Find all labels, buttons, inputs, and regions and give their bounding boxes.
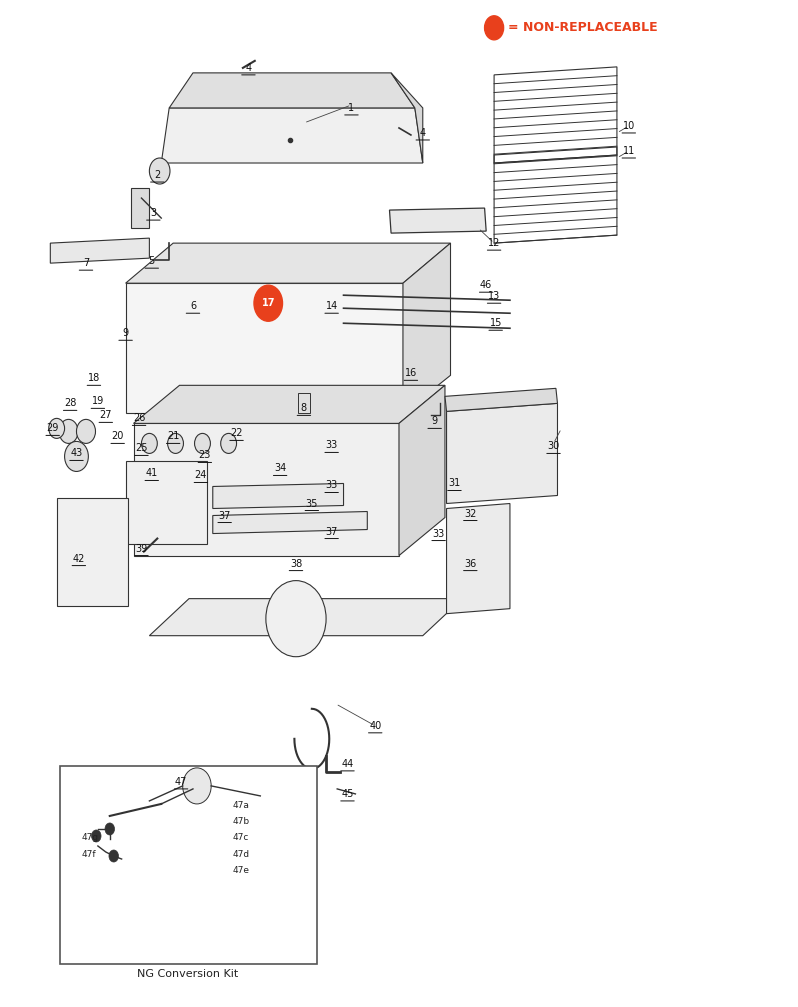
- Text: 35: 35: [306, 498, 318, 509]
- Polygon shape: [445, 389, 558, 412]
- Circle shape: [221, 433, 236, 453]
- Text: 23: 23: [199, 450, 211, 460]
- Text: 24: 24: [195, 470, 207, 480]
- Polygon shape: [169, 73, 415, 108]
- Text: 12: 12: [488, 238, 500, 248]
- Text: 9: 9: [432, 416, 438, 426]
- Text: 11: 11: [622, 146, 635, 156]
- Text: 45: 45: [342, 788, 354, 799]
- Text: 8: 8: [301, 404, 307, 413]
- Text: NG Conversion Kit: NG Conversion Kit: [136, 969, 238, 979]
- Circle shape: [49, 418, 65, 438]
- Circle shape: [484, 16, 504, 40]
- Text: 37: 37: [219, 511, 231, 521]
- Text: 47e: 47e: [232, 866, 250, 874]
- Polygon shape: [131, 188, 149, 229]
- Polygon shape: [447, 404, 558, 504]
- Polygon shape: [391, 73, 423, 163]
- Polygon shape: [161, 108, 423, 163]
- Circle shape: [77, 419, 96, 443]
- Text: 46: 46: [480, 280, 492, 290]
- Text: 28: 28: [64, 399, 77, 409]
- Text: 5: 5: [148, 256, 155, 266]
- Text: 33: 33: [326, 480, 338, 490]
- Text: 47b: 47b: [232, 818, 250, 827]
- Text: 15: 15: [489, 318, 502, 328]
- Text: 44: 44: [342, 759, 354, 769]
- Text: 36: 36: [464, 559, 476, 569]
- Polygon shape: [125, 283, 403, 413]
- Text: 7: 7: [83, 258, 89, 268]
- Text: 42: 42: [73, 554, 85, 564]
- Text: 16: 16: [405, 369, 417, 379]
- Text: 39: 39: [136, 544, 148, 554]
- Text: 1: 1: [349, 103, 354, 113]
- Text: 33: 33: [326, 440, 338, 450]
- Circle shape: [266, 581, 326, 657]
- Text: 21: 21: [167, 431, 180, 441]
- Text: 38: 38: [290, 559, 302, 569]
- Text: 19: 19: [92, 397, 104, 407]
- Text: 9: 9: [123, 328, 128, 338]
- Text: 47a: 47a: [232, 802, 250, 811]
- Polygon shape: [213, 512, 367, 534]
- Text: 20: 20: [112, 431, 124, 441]
- Polygon shape: [133, 423, 399, 556]
- Text: 4: 4: [420, 128, 426, 138]
- Polygon shape: [213, 483, 343, 509]
- Circle shape: [92, 830, 101, 842]
- Text: 17: 17: [262, 298, 275, 308]
- Text: 47c: 47c: [232, 834, 249, 843]
- Text: 3: 3: [150, 208, 156, 219]
- Text: 33: 33: [433, 529, 444, 539]
- Circle shape: [183, 768, 211, 804]
- Text: 41: 41: [145, 468, 158, 478]
- Text: 43: 43: [70, 448, 83, 458]
- Polygon shape: [389, 208, 486, 233]
- Polygon shape: [399, 386, 445, 556]
- Text: 22: 22: [231, 428, 243, 438]
- Text: 4: 4: [245, 62, 251, 73]
- Circle shape: [141, 433, 157, 453]
- Circle shape: [105, 823, 114, 835]
- Polygon shape: [149, 598, 462, 635]
- Text: 27: 27: [100, 411, 112, 420]
- Text: 10: 10: [622, 121, 635, 131]
- Circle shape: [149, 158, 170, 184]
- Polygon shape: [133, 386, 445, 423]
- Text: 30: 30: [547, 441, 559, 451]
- Text: 37: 37: [326, 527, 338, 537]
- Text: 47d: 47d: [232, 850, 250, 859]
- Circle shape: [59, 419, 78, 443]
- Circle shape: [254, 285, 282, 321]
- Text: 47f: 47f: [82, 850, 97, 859]
- Text: 34: 34: [274, 463, 286, 473]
- Polygon shape: [447, 504, 510, 613]
- Bar: [60, 766, 318, 964]
- Circle shape: [109, 850, 118, 862]
- Text: 29: 29: [46, 423, 59, 433]
- Polygon shape: [50, 238, 149, 263]
- Polygon shape: [125, 461, 207, 544]
- Polygon shape: [298, 394, 310, 413]
- Circle shape: [195, 433, 211, 453]
- Text: 32: 32: [464, 509, 476, 519]
- Circle shape: [168, 433, 184, 453]
- Text: 47g: 47g: [82, 834, 99, 843]
- Text: 47: 47: [175, 777, 188, 786]
- Polygon shape: [57, 498, 128, 605]
- Text: 25: 25: [135, 443, 148, 453]
- Text: 40: 40: [369, 721, 381, 731]
- Text: 6: 6: [190, 301, 196, 311]
- Circle shape: [65, 441, 89, 471]
- Text: 14: 14: [326, 301, 338, 311]
- Text: 2: 2: [154, 170, 160, 180]
- Polygon shape: [125, 243, 451, 283]
- Polygon shape: [403, 243, 451, 413]
- Text: 18: 18: [88, 374, 100, 384]
- Text: 31: 31: [448, 478, 460, 488]
- Text: = NON-REPLACEABLE: = NON-REPLACEABLE: [508, 21, 658, 34]
- Text: 13: 13: [488, 291, 500, 301]
- Text: 26: 26: [133, 414, 145, 423]
